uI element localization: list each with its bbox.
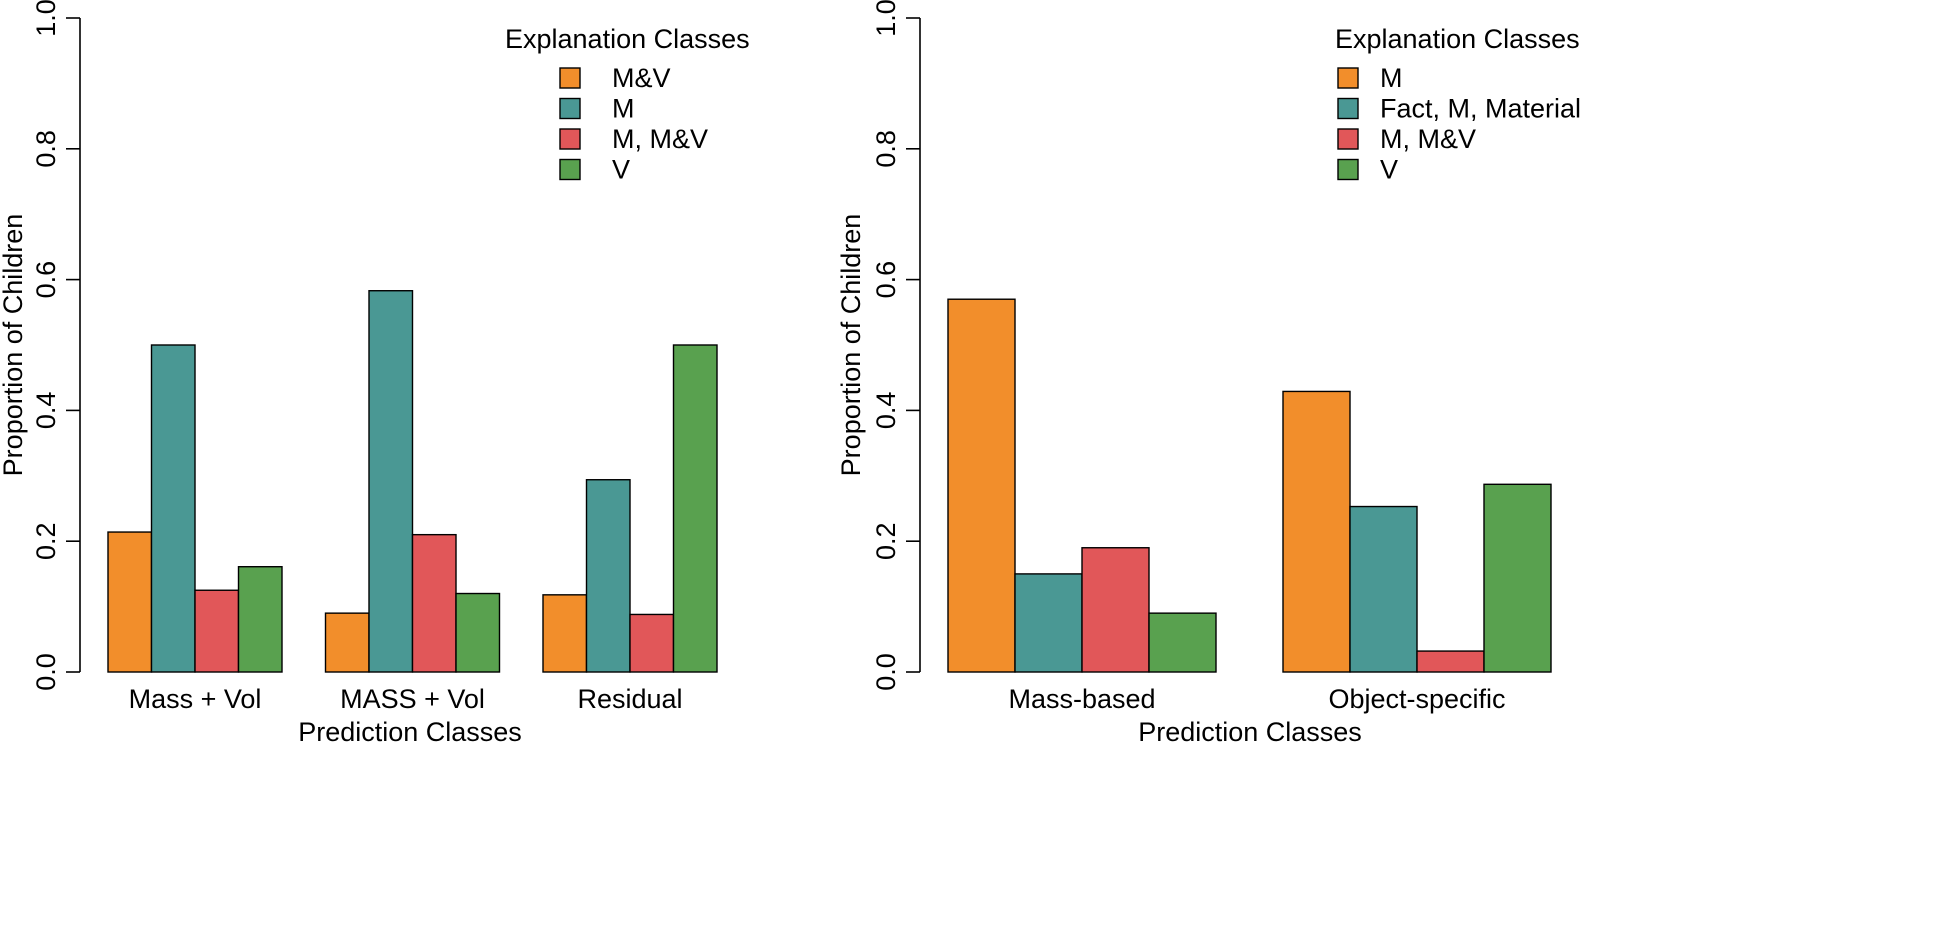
bar-v-mass-vol bbox=[237, 566, 283, 673]
bar-v-mass-vol bbox=[455, 592, 501, 673]
bar-v-residual bbox=[672, 344, 718, 673]
legend-entry: Fact, M, Material bbox=[1380, 94, 1581, 124]
y-tick-label: 0.8 bbox=[31, 130, 61, 168]
bar-m-v-residual bbox=[542, 594, 588, 673]
chart-left: 0.0 0.2 0.4 0.6 0.8 1.0 Proportion of Children… bbox=[0, 0, 750, 747]
bar-v-object-specific bbox=[1483, 483, 1552, 673]
legend-entry: M bbox=[612, 94, 635, 124]
bar-m-object-specific bbox=[1282, 390, 1351, 673]
x-axis-label: Prediction Classes bbox=[298, 717, 522, 747]
bar-m-mass-vol bbox=[150, 344, 196, 673]
bar-m-residual bbox=[585, 479, 631, 673]
bar-m-v-mass-vol bbox=[107, 531, 153, 673]
bar-fact-m-material-object-specific bbox=[1349, 505, 1418, 673]
y-tick-label: 0.4 bbox=[871, 392, 901, 430]
bar-fact-m-material-mass-based bbox=[1014, 573, 1083, 673]
legend-title: Explanation Classes bbox=[505, 24, 750, 54]
legend-swatch bbox=[559, 128, 581, 150]
y-axis-label: Proportion of Children bbox=[836, 214, 866, 477]
bar-v-mass-based bbox=[1148, 612, 1217, 673]
x-category-label: Mass-based bbox=[1008, 684, 1155, 714]
y-tick-label: 0.6 bbox=[871, 261, 901, 299]
legend-entry: V bbox=[612, 155, 630, 185]
chart-right: 0.0 0.2 0.4 0.6 0.8 1.0 Proportion of Children… bbox=[836, 0, 1581, 747]
y-tick-label: 1.0 bbox=[871, 0, 901, 37]
legend-swatch bbox=[1337, 128, 1359, 150]
bar-m-m-v-residual bbox=[629, 613, 675, 673]
bar-m-m-v-mass-vol bbox=[194, 589, 240, 673]
legend-swatch bbox=[559, 158, 581, 181]
legend-swatch bbox=[559, 67, 581, 89]
bar-m-mass-based bbox=[947, 298, 1016, 673]
y-tick-label: 0.4 bbox=[31, 392, 61, 430]
x-category-label: Residual bbox=[577, 684, 682, 714]
bar-m-v-mass-vol bbox=[324, 612, 370, 673]
legend-entry: V bbox=[1380, 155, 1398, 185]
y-tick-label: 0.6 bbox=[31, 261, 61, 299]
legend-entry: M&V bbox=[612, 63, 671, 93]
bar-m-m-v-mass-based bbox=[1081, 547, 1150, 673]
legend-swatch bbox=[1337, 158, 1359, 181]
y-axis-label: Proportion of Children bbox=[0, 214, 28, 477]
bar-m-m-v-mass-vol bbox=[411, 533, 457, 673]
y-tick-label: 0.0 bbox=[31, 653, 61, 691]
bar-m-mass-vol bbox=[368, 290, 414, 673]
y-tick-label: 0.2 bbox=[31, 522, 61, 560]
legend-entry: M bbox=[1380, 63, 1403, 93]
bar-m-m-v-object-specific bbox=[1416, 650, 1485, 673]
legend-title: Explanation Classes bbox=[1335, 24, 1580, 54]
legend-swatch bbox=[1337, 97, 1359, 120]
x-category-label: Mass + Vol bbox=[129, 684, 262, 714]
y-tick-label: 0.2 bbox=[871, 522, 901, 560]
x-category-label: Object-specific bbox=[1328, 684, 1505, 714]
y-tick-label: 1.0 bbox=[31, 0, 61, 37]
x-category-label: MASS + Vol bbox=[340, 684, 485, 714]
legend-entry: M, M&V bbox=[612, 124, 708, 154]
x-axis-label: Prediction Classes bbox=[1138, 717, 1362, 747]
y-tick-label: 0.8 bbox=[871, 130, 901, 168]
legend-swatch bbox=[559, 97, 581, 120]
y-tick-label: 0.0 bbox=[871, 653, 901, 691]
legend-entry: M, M&V bbox=[1380, 124, 1476, 154]
legend-swatch bbox=[1337, 67, 1359, 89]
